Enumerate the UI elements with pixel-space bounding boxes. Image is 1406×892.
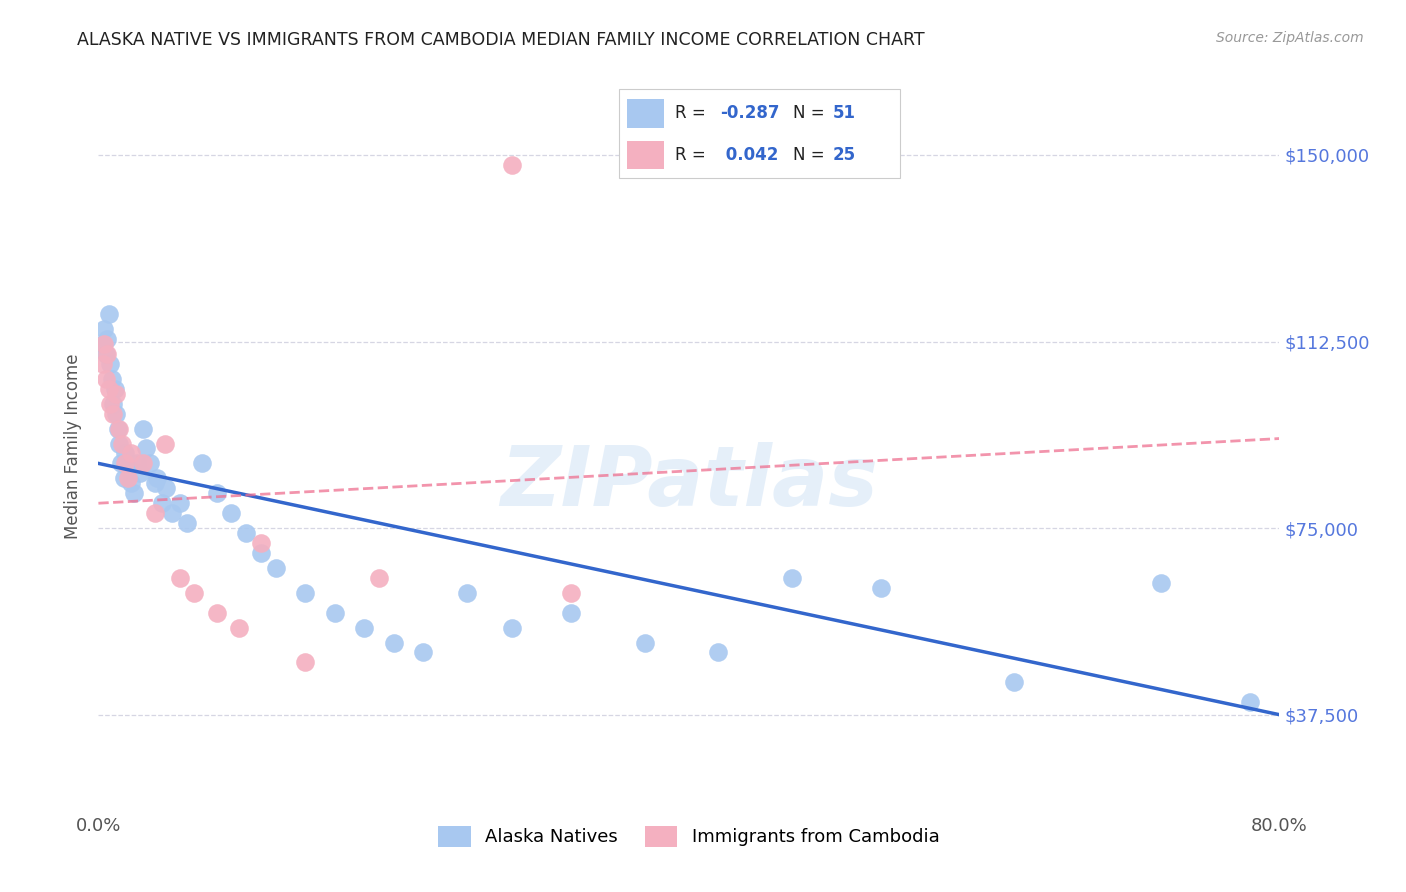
Point	[120, 476, 142, 491]
Point	[501, 158, 523, 172]
Point	[176, 516, 198, 530]
Point	[91, 357, 114, 371]
Point	[110, 457, 132, 471]
Point	[412, 645, 434, 659]
Point	[93, 337, 115, 351]
Point	[183, 586, 205, 600]
Point	[153, 436, 176, 450]
Point	[120, 446, 142, 460]
Point	[457, 586, 479, 600]
Point	[125, 457, 148, 471]
Point	[108, 421, 131, 435]
Point	[294, 586, 316, 600]
Point	[250, 536, 273, 550]
Point	[228, 621, 250, 635]
Point	[114, 457, 136, 471]
Point	[94, 372, 117, 386]
Point	[100, 372, 122, 386]
Point	[870, 581, 893, 595]
Point	[94, 347, 117, 361]
Text: R =: R =	[675, 146, 711, 164]
Point	[132, 421, 155, 435]
Text: N =: N =	[793, 104, 830, 122]
Point	[108, 436, 131, 450]
Point	[97, 382, 120, 396]
Point	[93, 322, 115, 336]
Text: Source: ZipAtlas.com: Source: ZipAtlas.com	[1216, 31, 1364, 45]
Legend: Alaska Natives, Immigrants from Cambodia: Alaska Natives, Immigrants from Cambodia	[432, 819, 946, 854]
Point	[1002, 675, 1025, 690]
Point	[91, 337, 114, 351]
Text: 0.042: 0.042	[720, 146, 779, 164]
Point	[96, 332, 118, 346]
Point	[143, 476, 166, 491]
Point	[146, 471, 169, 485]
Text: 51: 51	[832, 104, 855, 122]
Point	[368, 571, 391, 585]
Point	[107, 421, 129, 435]
Point	[205, 606, 228, 620]
Point	[205, 486, 228, 500]
Point	[169, 571, 191, 585]
Point	[560, 586, 582, 600]
Point	[634, 635, 657, 649]
Point	[103, 407, 125, 421]
Point	[97, 307, 120, 321]
Point	[501, 621, 523, 635]
Point	[323, 606, 346, 620]
Text: -0.287: -0.287	[720, 104, 779, 122]
Point	[169, 496, 191, 510]
Point	[235, 526, 257, 541]
Text: ZIPatlas: ZIPatlas	[501, 442, 877, 523]
Point	[191, 457, 214, 471]
Point	[117, 461, 139, 475]
Point	[96, 347, 118, 361]
Point	[294, 656, 316, 670]
Bar	[627, 99, 664, 128]
Point	[139, 457, 162, 471]
Bar	[627, 141, 664, 169]
Point	[143, 506, 166, 520]
Point	[353, 621, 375, 635]
Point	[782, 571, 804, 585]
Point	[162, 506, 183, 520]
Point	[221, 506, 243, 520]
Point	[98, 397, 121, 411]
Text: 25: 25	[832, 146, 855, 164]
Point	[98, 357, 121, 371]
Point	[135, 442, 157, 456]
Point	[264, 561, 287, 575]
Point	[104, 382, 127, 396]
Point	[105, 407, 128, 421]
Point	[155, 481, 177, 495]
Point	[1150, 575, 1173, 590]
Point	[112, 471, 135, 485]
Point	[707, 645, 730, 659]
Text: N =: N =	[793, 146, 830, 164]
Point	[132, 457, 155, 471]
Point	[117, 471, 139, 485]
Point	[250, 546, 273, 560]
Point	[1239, 695, 1261, 709]
Point	[114, 446, 136, 460]
Text: R =: R =	[675, 104, 711, 122]
Point	[560, 606, 582, 620]
Point	[382, 635, 405, 649]
Y-axis label: Median Family Income: Median Family Income	[65, 353, 83, 539]
Point	[128, 467, 150, 481]
Point	[150, 496, 173, 510]
Point	[103, 397, 125, 411]
Point	[105, 386, 128, 401]
Text: ALASKA NATIVE VS IMMIGRANTS FROM CAMBODIA MEDIAN FAMILY INCOME CORRELATION CHART: ALASKA NATIVE VS IMMIGRANTS FROM CAMBODI…	[77, 31, 925, 49]
Point	[111, 436, 134, 450]
Point	[122, 486, 145, 500]
